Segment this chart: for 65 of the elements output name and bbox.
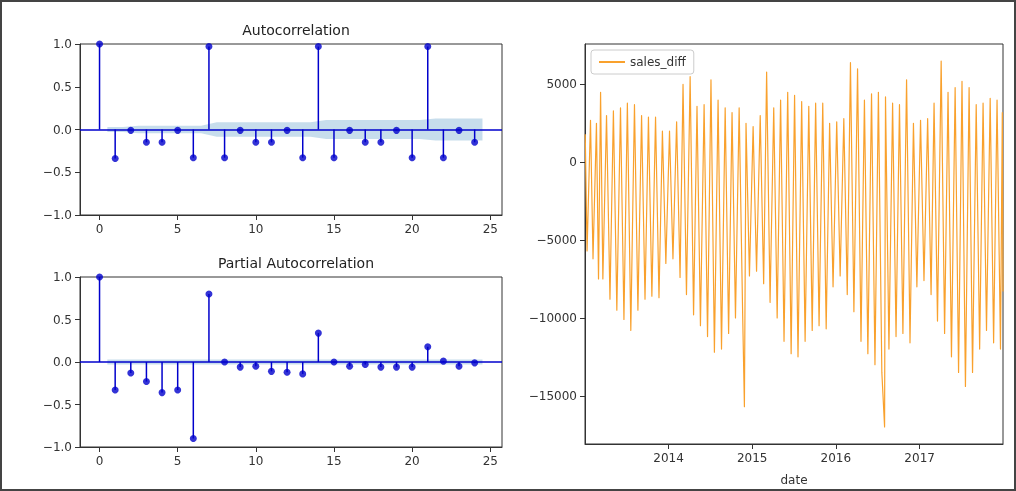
point (314, 43, 322, 51)
y-tick-label: 0.5 (52, 312, 72, 327)
x-tick-label: 25 (482, 454, 498, 468)
point (205, 43, 213, 51)
point (127, 369, 135, 377)
x-tick-label: 5 (173, 454, 182, 468)
point (471, 138, 479, 146)
x-tick-label: 20 (404, 222, 420, 236)
x-tick-label: 20 (404, 454, 420, 468)
point (96, 40, 104, 48)
y-tick-label: −0.5 (42, 397, 72, 412)
y-tick-label: −10000 (528, 310, 577, 325)
point (299, 154, 307, 162)
point (221, 154, 229, 162)
point (158, 389, 166, 397)
x-tick-label: 15 (326, 222, 342, 236)
x-tick-label: 5 (173, 222, 182, 236)
y-tick-label: −15000 (528, 388, 577, 403)
point (267, 138, 275, 146)
x-axis-title: date (780, 473, 808, 487)
point (283, 368, 291, 376)
point (96, 273, 104, 281)
y-tick-label: −1.0 (42, 440, 72, 454)
x-tick-label: 2017 (904, 451, 935, 465)
point (174, 386, 182, 394)
point (189, 435, 197, 442)
y-tick-label: 1.0 (52, 270, 72, 284)
y-tick-label: −5000 (536, 233, 577, 248)
x-tick-label: 2015 (736, 451, 768, 465)
x-tick-label: 10 (248, 454, 264, 468)
point (158, 138, 166, 146)
point (330, 154, 338, 162)
chart-title: Partial Autocorrelation (217, 255, 375, 271)
point (267, 367, 275, 375)
point (142, 378, 150, 386)
legend-label: sales_diff (630, 55, 687, 69)
y-tick-label: 0.0 (52, 122, 72, 137)
point (299, 370, 307, 378)
point (252, 138, 260, 146)
point (314, 329, 322, 337)
point (408, 154, 416, 162)
point (424, 343, 432, 351)
y-tick-label: 1.0 (52, 37, 72, 51)
point (377, 138, 385, 146)
y-tick-label: 0.0 (52, 355, 72, 369)
y-tick-label: −1.0 (42, 208, 72, 222)
x-tick-label: 10 (248, 222, 264, 236)
y-tick-label: −0.5 (42, 165, 72, 180)
point (424, 43, 432, 51)
chart-title: Autocorrelation (242, 22, 350, 38)
x-tick-label: 2016 (820, 451, 852, 465)
x-tick-label: 15 (326, 454, 342, 468)
point (142, 138, 150, 146)
x-tick-label: 0 (95, 222, 104, 236)
y-tick-label: 0 (569, 155, 577, 170)
point (111, 386, 119, 394)
x-tick-label: 2014 (653, 451, 684, 465)
y-tick-label: 0.5 (52, 79, 72, 94)
x-tick-label: 0 (95, 454, 104, 468)
x-tick-label: 25 (482, 222, 498, 236)
y-tick-label: 5000 (546, 77, 577, 92)
point (439, 154, 447, 162)
point (361, 138, 369, 146)
point (111, 155, 119, 163)
point (189, 154, 197, 162)
